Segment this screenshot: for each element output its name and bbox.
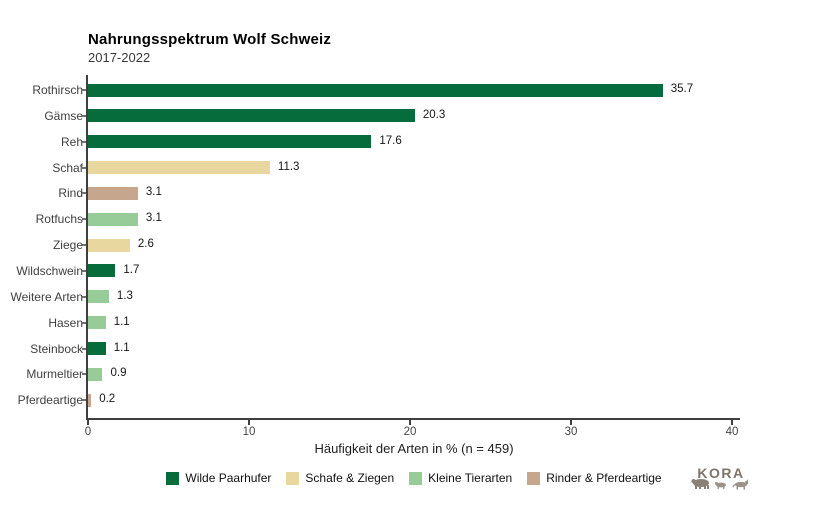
legend-label: Kleine Tierarten [428, 471, 513, 485]
value-label: 0.9 [110, 367, 127, 380]
category-tick [82, 192, 86, 195]
category-tick [82, 244, 86, 247]
bar [88, 83, 663, 97]
category-label: Ziege [52, 238, 83, 253]
x-axis-tick [409, 420, 411, 425]
category-tick [82, 269, 86, 272]
legend-swatch [409, 471, 423, 485]
x-axis-tick [87, 420, 89, 425]
bar [88, 393, 92, 407]
category-label: Pferdeartige [17, 393, 83, 408]
legend: Wilde Paarhufer Schafe & Ziegen Kleine Tie… [88, 471, 740, 485]
bar [88, 186, 138, 200]
bar [88, 135, 372, 149]
value-label: 11.3 [277, 160, 300, 173]
category-label: Reh [60, 134, 83, 149]
legend-item: Kleine Tierarten [409, 471, 512, 485]
category-label: Murmeltier [26, 367, 83, 382]
legend-label: Wilde Paarhufer [185, 471, 272, 485]
x-axis-title: Häufigkeit der Arten in % (n = 459) [314, 441, 514, 456]
kora-logo: KORA [688, 466, 754, 500]
value-label: 17.6 [379, 134, 402, 147]
kora-logo-text: KORA [697, 465, 745, 481]
value-label: 0.2 [99, 393, 116, 406]
category-tick [82, 218, 86, 221]
x-tick-label: 40 [725, 426, 739, 438]
legend-item: Wilde Paarhufer [166, 471, 271, 485]
category-tick [82, 114, 86, 117]
category-label: Wildschwein [16, 263, 83, 278]
category-tick [82, 399, 86, 402]
category-tick [82, 140, 86, 143]
plot-area: Rothirsch 35.7 Gämse 20.3 Reh 17.6 Schaf 11.3 Ri… [11, 75, 740, 438]
kora-logo-animal-silhouettes [691, 479, 749, 490]
category-label: Rind [58, 186, 83, 201]
legend-label: Schafe & Ziegen [305, 471, 395, 485]
bar [88, 161, 270, 175]
value-label: 1.7 [123, 263, 140, 276]
legend-label: Rinder & Pferdeartige [546, 471, 662, 485]
value-label: 20.3 [422, 108, 446, 121]
bar [88, 367, 103, 381]
bar [88, 212, 138, 226]
chart-subtitle: 2017-2022 [88, 50, 151, 65]
chart-title: Nahrungsspektrum Wolf Schweiz [88, 31, 332, 48]
value-label: 1.3 [116, 289, 133, 302]
value-label: 2.6 [137, 238, 154, 251]
bar [88, 316, 106, 330]
x-axis-line [86, 418, 740, 420]
value-label: 1.1 [113, 341, 130, 354]
bar [88, 238, 130, 252]
x-axis-tick [248, 420, 250, 425]
category-tick [82, 89, 86, 91]
x-tick-label: 10 [242, 426, 256, 438]
category-tick [82, 321, 86, 324]
bar [88, 264, 116, 278]
category-label: Gämse [44, 108, 83, 123]
bar [88, 290, 109, 304]
x-tick-label: 20 [403, 426, 417, 438]
bar [88, 109, 415, 123]
x-axis-tick [731, 420, 733, 425]
category-label: Weitere Arten [10, 289, 83, 304]
value-label: 3.1 [145, 212, 162, 225]
legend-swatch [286, 471, 300, 485]
category-tick [82, 166, 86, 169]
category-label: Rothirsch [32, 83, 83, 97]
y-axis-line [86, 75, 88, 420]
x-tick-label: 0 [84, 426, 92, 438]
legend-item: Schafe & Ziegen [286, 471, 394, 485]
category-tick [82, 347, 86, 350]
legend-swatch [527, 471, 541, 485]
value-label: 1.1 [113, 315, 130, 328]
value-label: 35.7 [670, 83, 694, 95]
legend-item: Rinder & Pferdeartige [527, 471, 662, 485]
category-tick [82, 295, 86, 298]
category-label: Rotfuchs [35, 212, 83, 227]
bar [88, 342, 106, 355]
x-tick-label: 30 [564, 426, 578, 438]
value-label: 3.1 [145, 186, 162, 199]
legend-swatch [166, 471, 180, 485]
x-axis-tick [570, 420, 572, 425]
category-tick [82, 373, 86, 376]
category-label: Schaf [52, 160, 83, 175]
category-label: Hasen [48, 315, 83, 330]
category-label: Steinbock [30, 341, 83, 356]
